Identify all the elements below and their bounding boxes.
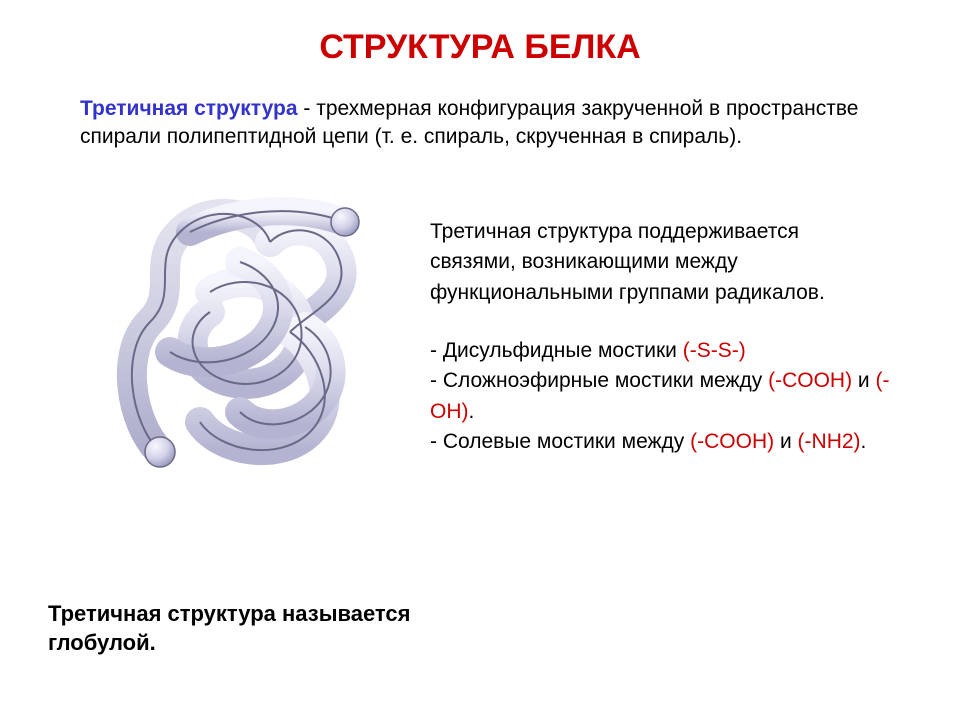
bond3-formula-b: (-NH2) [798,430,861,453]
para-line-2: связями, возникающими между [430,247,920,277]
para-line-1: Третичная структура поддерживается [430,217,920,247]
title-text: СТРУКТУРА БЕЛКА [319,28,640,66]
bond3-formula-a: (-COOH) [690,430,774,453]
bond1-text: Дисульфидные мостики [443,339,683,362]
bond-salt: - Солевые мостики между (-COOH) и (-NH2)… [430,427,920,457]
bond3-text-a: Солевые мостики между [443,430,690,453]
dash: - [430,430,443,453]
para-line-3: функциональными группами радикалов. [430,278,920,308]
footer-line-2: глобулой. [48,628,410,658]
bond3-dot: . [861,430,867,453]
definition-sep: - [298,97,317,120]
protein-globule-svg [90,172,390,492]
footer-line-1: Третичная структура называется [48,599,410,629]
support-paragraph: Третичная структура поддерживается связя… [430,217,920,308]
bond1-formula: (-S-S-) [683,339,746,362]
footer-note: Третичная структура называется глобулой. [48,599,410,658]
dash: - [430,339,443,362]
bond2-text-a: Сложноэфирные мостики между [443,369,768,392]
page-title: СТРУКТУРА БЕЛКА [0,0,960,67]
bond2-dot: . [469,400,475,423]
protein-illustration [60,162,420,492]
definition-block: Третичная структура - трехмерная конфигу… [0,67,960,152]
bond-ester: - Сложноэфирные мостики между (-COOH) и … [430,366,920,427]
dash: - [430,369,443,392]
bond2-and: и [852,369,875,392]
bond2-formula-a: (-COOH) [768,369,852,392]
bond-disulfide: - Дисульфидные мостики (-S-S-) [430,336,920,366]
definition-term: Третичная структура [80,97,298,120]
content-row: Третичная структура поддерживается связя… [0,152,960,492]
description-block: Третичная структура поддерживается связя… [420,162,920,492]
bond3-and: и [774,430,797,453]
